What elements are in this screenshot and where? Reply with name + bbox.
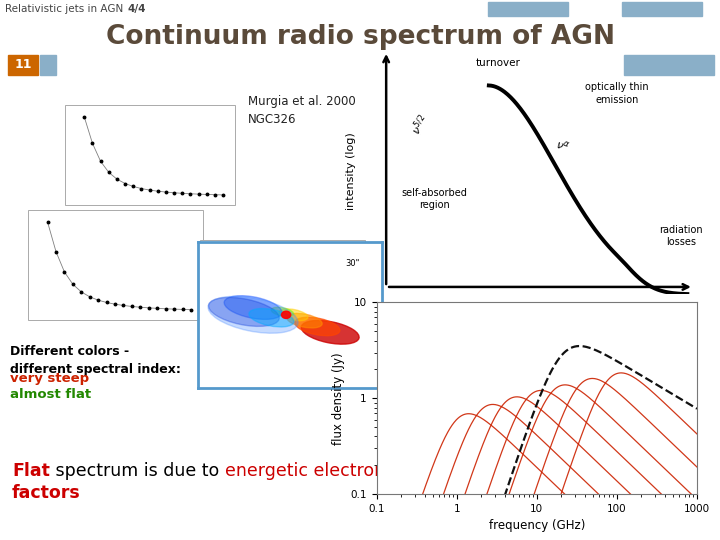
Text: 11: 11 [14, 58, 32, 71]
Y-axis label: flux density (Jy): flux density (Jy) [332, 352, 345, 444]
Text: Different colors -
different spectral index:: Different colors - different spectral in… [10, 345, 181, 376]
Text: 4/4: 4/4 [128, 4, 146, 14]
Text: turnover: turnover [476, 58, 521, 68]
X-axis label: frequency (GHz): frequency (GHz) [489, 519, 585, 532]
Text: frequency (log): frequency (log) [494, 303, 580, 314]
Bar [624, 55, 714, 75]
Ellipse shape [294, 318, 340, 336]
Bar [65, 105, 235, 205]
Text: very steep: very steep [10, 372, 89, 385]
Ellipse shape [224, 296, 282, 319]
Ellipse shape [287, 313, 322, 328]
Text: 30": 30" [345, 259, 359, 268]
Ellipse shape [209, 298, 279, 326]
Ellipse shape [301, 320, 359, 344]
Text: intensity (log): intensity (log) [346, 133, 356, 210]
Text: optically thin
emission: optically thin emission [585, 82, 649, 105]
Bar [8, 55, 38, 75]
Bar [40, 55, 56, 75]
Ellipse shape [271, 307, 294, 316]
Text: high Lorentz: high Lorentz [447, 462, 556, 480]
Text: radiation
losses: radiation losses [659, 225, 703, 247]
Text: spectrum is due to: spectrum is due to [50, 462, 225, 480]
Bar [28, 210, 203, 320]
Ellipse shape [282, 311, 291, 319]
Text: Flat: Flat [12, 462, 50, 480]
Bar [622, 2, 702, 16]
Text: Continuum radio spectrum of AGN: Continuum radio spectrum of AGN [106, 24, 614, 50]
Ellipse shape [279, 309, 308, 321]
Text: energetic electrons: energetic electrons [225, 462, 394, 480]
Text: self-absorbed
region: self-absorbed region [401, 188, 467, 210]
Text: Relativistic jets in AGN: Relativistic jets in AGN [5, 4, 127, 14]
Text: , with: , with [394, 462, 447, 480]
Text: $\nu^{5/2}$: $\nu^{5/2}$ [408, 112, 433, 138]
Bar [200, 240, 365, 350]
Ellipse shape [208, 296, 298, 333]
Bar [488, 2, 568, 16]
Text: $\nu^{\alpha}$: $\nu^{\alpha}$ [554, 137, 571, 154]
Text: almost flat: almost flat [10, 388, 91, 401]
Text: factors: factors [12, 484, 81, 502]
Ellipse shape [249, 308, 294, 327]
Text: Murgia et al. 2000
NGC326: Murgia et al. 2000 NGC326 [248, 95, 356, 126]
